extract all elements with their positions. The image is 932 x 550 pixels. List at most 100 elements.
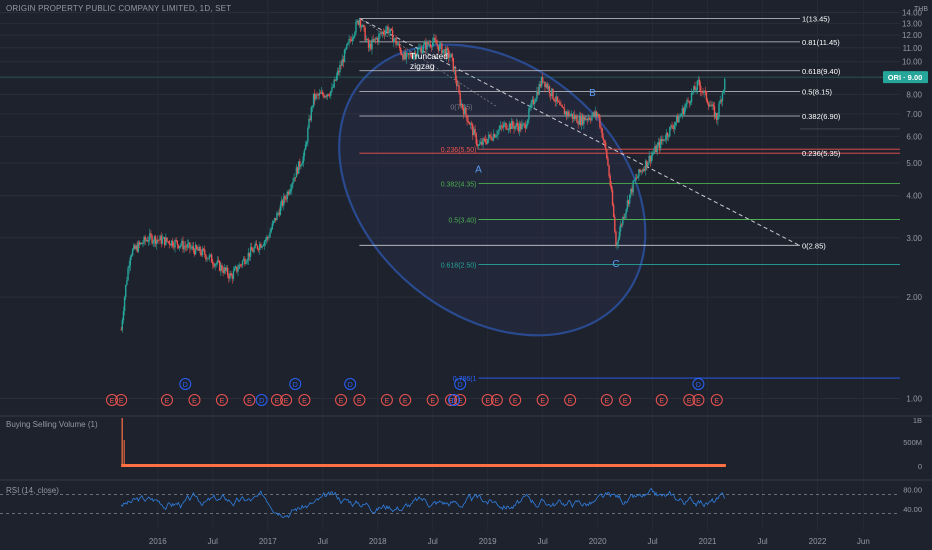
candle-body <box>606 149 608 159</box>
candle-body <box>508 123 511 130</box>
candle-body <box>678 117 680 123</box>
candle-body <box>537 91 539 95</box>
candle-body <box>626 200 629 210</box>
candle-body <box>326 94 329 97</box>
candle-body <box>532 99 535 105</box>
candle-body <box>414 52 417 58</box>
candle-body <box>571 113 574 119</box>
earnings-event-marker <box>335 394 348 406</box>
candle-body <box>287 191 290 195</box>
candle-body <box>686 100 688 105</box>
candle-body <box>599 117 601 128</box>
dividend-event-marker <box>448 394 461 406</box>
candle-body <box>128 265 130 269</box>
candle-body <box>598 113 600 118</box>
candle-body <box>302 156 304 164</box>
candle-body <box>450 53 452 58</box>
candle-body <box>638 169 640 177</box>
candle-body <box>402 55 404 60</box>
candle-body <box>399 47 402 54</box>
candle-body <box>442 50 444 54</box>
candle-body <box>689 101 692 104</box>
candle-body <box>521 123 523 130</box>
candle-body <box>198 246 200 251</box>
candle-body <box>172 240 174 247</box>
candle-body <box>688 101 690 104</box>
candle-body <box>397 43 400 45</box>
trendline-dashed <box>359 17 800 246</box>
candle-body <box>665 132 668 140</box>
earnings-event-marker <box>509 394 522 406</box>
candle-body <box>142 243 144 245</box>
candle-body <box>480 141 482 144</box>
x-tick-label: 2016 <box>149 537 167 546</box>
last-price-tag <box>883 71 928 84</box>
earnings-event-marker <box>600 394 613 406</box>
candle-body <box>226 267 229 276</box>
candle-body <box>554 100 556 102</box>
candle-body <box>444 49 446 57</box>
candle-body <box>343 49 346 63</box>
candle-body <box>373 38 375 41</box>
candle-body <box>386 26 388 31</box>
candle-body <box>705 91 708 101</box>
candle-body <box>197 248 199 251</box>
candle-body <box>501 126 504 128</box>
candle-body <box>360 26 363 28</box>
candle-body <box>193 249 196 255</box>
candle-body <box>635 177 638 179</box>
candle-body <box>575 116 577 120</box>
candle-body <box>603 140 606 143</box>
candle-body <box>704 90 706 92</box>
candle-body <box>698 80 701 87</box>
candle-body <box>555 96 558 102</box>
dividend-event-label: D <box>451 398 456 405</box>
y-tick-label: 4.00 <box>906 192 922 201</box>
candle-body <box>264 240 267 242</box>
earnings-event-label: E <box>284 398 289 405</box>
candle-body <box>262 245 264 247</box>
volume-tick-label: 0 <box>918 462 922 471</box>
y-tick-label: 10.00 <box>902 58 923 67</box>
candle-body <box>612 205 615 217</box>
candle-body <box>182 240 184 250</box>
candle-body <box>344 48 347 50</box>
candle-body <box>409 53 411 55</box>
candle-body <box>229 273 231 279</box>
earnings-event-marker <box>481 394 494 406</box>
candle-body <box>228 275 230 279</box>
candle-body <box>356 20 358 22</box>
candle-body <box>259 244 261 250</box>
candle-body <box>153 236 156 242</box>
earnings-event-label: E <box>513 398 518 405</box>
candle-body <box>379 33 381 35</box>
candle-body <box>443 49 445 51</box>
candle-body <box>406 53 409 54</box>
candle-body <box>717 115 719 121</box>
candle-body <box>622 217 624 225</box>
candle-body <box>245 262 247 264</box>
candle-body <box>145 240 148 241</box>
candle-body <box>538 83 540 95</box>
candle-body <box>632 180 634 193</box>
candle-body <box>254 243 256 248</box>
candle-body <box>263 241 266 246</box>
candle-body <box>631 188 633 193</box>
dividend-event-marker <box>289 378 302 390</box>
candle-body <box>405 53 408 60</box>
y-tick-label: 3.00 <box>906 234 922 243</box>
candle-body <box>464 107 466 115</box>
candle-body <box>712 104 715 107</box>
candle-body <box>440 43 442 45</box>
candle-body <box>419 47 421 49</box>
candle-body <box>183 245 185 250</box>
candle-body <box>457 85 459 87</box>
candle-body <box>697 80 700 82</box>
y-tick-label: 12.00 <box>902 31 923 40</box>
earnings-event-label: E <box>302 398 307 405</box>
fib-extension-label: 0(2.85) <box>802 241 826 250</box>
x-tick-label: Jul <box>318 537 328 546</box>
candle-body <box>146 240 149 242</box>
candle-body <box>615 231 617 246</box>
